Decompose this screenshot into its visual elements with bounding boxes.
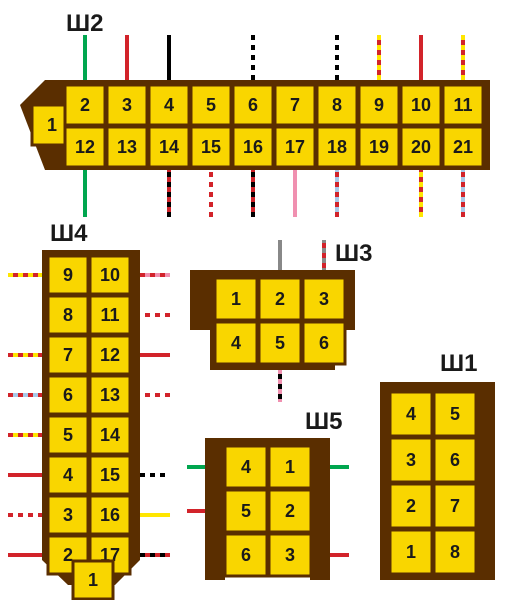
- sh4-pin-7-label: 7: [63, 345, 73, 365]
- sh2-pin-9-label: 9: [374, 95, 384, 115]
- sh2-pin-10-label: 10: [411, 95, 431, 115]
- sh2-pin-12-label: 12: [75, 137, 95, 157]
- sh1-pin-5-label: 5: [450, 404, 460, 424]
- sh4-pin-4-label: 4: [63, 465, 73, 485]
- sh2-pin-3-label: 3: [122, 95, 132, 115]
- sh5-pin-6-label: 6: [241, 545, 251, 565]
- sh2-pin-15-label: 15: [201, 137, 221, 157]
- sh4-title: Ш4: [50, 220, 87, 248]
- sh2-pin-16-label: 16: [243, 137, 263, 157]
- diagram-svg: 1234567891011121314151617181920219108117…: [0, 0, 516, 600]
- sh1-pin-2-label: 2: [406, 496, 416, 516]
- sh2-pin-18-label: 18: [327, 137, 347, 157]
- sh2-pin-1-label: 1: [47, 115, 57, 135]
- sh1-pin-3-label: 3: [406, 450, 416, 470]
- sh1-pin-6-label: 6: [450, 450, 460, 470]
- sh2-pin-8-label: 8: [332, 95, 342, 115]
- sh4-pin-12-label: 12: [100, 345, 120, 365]
- sh4-pin-10-label: 10: [100, 265, 120, 285]
- sh2-pin-6-label: 6: [248, 95, 258, 115]
- sh2-pin-5-label: 5: [206, 95, 216, 115]
- sh4-pin-11-label: 11: [100, 305, 119, 325]
- sh4-pin-3-label: 3: [63, 505, 73, 525]
- sh4-pin-1-label: 1: [88, 570, 98, 590]
- sh5-pin-5-label: 5: [241, 501, 251, 521]
- sh2-pin-13-label: 13: [117, 137, 137, 157]
- sh3-pin-3-label: 3: [319, 289, 329, 309]
- sh4-pin-15-label: 15: [100, 465, 120, 485]
- sh3-pin-6-label: 6: [319, 333, 329, 353]
- sh4-pin-16-label: 16: [100, 505, 120, 525]
- sh2-pin-21-label: 21: [453, 137, 473, 157]
- sh5-pin-4-label: 4: [241, 457, 251, 477]
- sh4-pin-8-label: 8: [63, 305, 73, 325]
- sh3-pin-1-label: 1: [231, 289, 241, 309]
- sh1-pin-8-label: 8: [450, 542, 460, 562]
- sh2-pin-11-label: 11: [453, 95, 472, 115]
- sh4-pin-5-label: 5: [63, 425, 73, 445]
- sh4-pin-14-label: 14: [100, 425, 120, 445]
- sh4-pin-13-label: 13: [100, 385, 120, 405]
- sh2-pin-14-label: 14: [159, 137, 179, 157]
- sh2-pin-20-label: 20: [411, 137, 431, 157]
- sh3-title: Ш3: [335, 240, 372, 268]
- sh5-pin-1-label: 1: [285, 457, 295, 477]
- sh4-pin-9-label: 9: [63, 265, 73, 285]
- sh3-pin-2-label: 2: [275, 289, 285, 309]
- sh2-title: Ш2: [66, 10, 103, 38]
- sh2-pin-2-label: 2: [80, 95, 90, 115]
- sh2-pin-17-label: 17: [285, 137, 305, 157]
- sh1-pin-4-label: 4: [406, 404, 416, 424]
- sh2-pin-7-label: 7: [290, 95, 300, 115]
- sh3-pin-5-label: 5: [275, 333, 285, 353]
- sh1-title: Ш1: [440, 350, 477, 378]
- sh1-pin-1-label: 1: [406, 542, 416, 562]
- sh3-pin-4-label: 4: [231, 333, 241, 353]
- sh4-pin-6-label: 6: [63, 385, 73, 405]
- sh1-pin-7-label: 7: [450, 496, 460, 516]
- sh5-pin-3-label: 3: [285, 545, 295, 565]
- sh5-pin-2-label: 2: [285, 501, 295, 521]
- sh5-title: Ш5: [305, 408, 342, 436]
- sh2-pin-19-label: 19: [369, 137, 389, 157]
- sh2-pin-4-label: 4: [164, 95, 174, 115]
